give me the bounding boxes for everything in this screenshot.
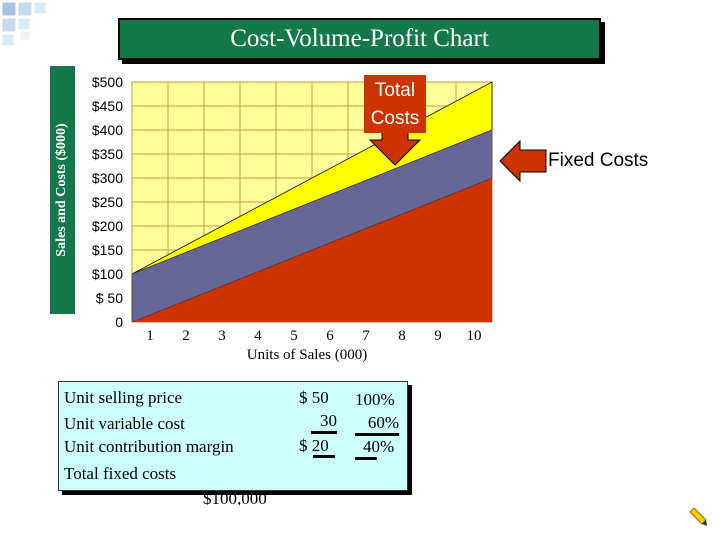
info-pct-contribution-margin: 40%: [363, 437, 395, 456]
y-tick-label: 0: [115, 314, 123, 330]
corner-decoration: [1, 1, 47, 47]
x-tick-label: 7: [362, 328, 370, 344]
info-pct-variable-cost: 60%: [355, 413, 399, 436]
info-label-contribution-margin: Unit contribution margin: [64, 437, 234, 456]
y-tick-label: $450: [92, 98, 123, 114]
fixed-costs-arrow: [499, 139, 547, 183]
chart-title: Cost-Volume-Profit Chart: [118, 18, 601, 60]
y-tick-label: $250: [92, 194, 123, 210]
x-tick-label: 4: [254, 328, 262, 344]
x-axis-label: Units of Sales (000): [247, 347, 367, 363]
fixed-costs-band: [131, 129, 493, 323]
info-pct-selling-price: 100%: [355, 390, 395, 409]
fixed-costs-amount: $100,000: [203, 489, 267, 505]
x-tick-label: 10: [467, 328, 482, 344]
info-label-selling-price: Unit selling price: [64, 388, 183, 407]
info-amount-contribution-margin: $ 20: [299, 436, 329, 458]
info-amount-underline: [313, 455, 335, 458]
pencil-icon: [689, 507, 707, 526]
y-axis-label-box: [50, 66, 75, 314]
total-costs-arrow: [368, 131, 422, 166]
info-pct-underline: [355, 457, 377, 460]
info-label-fixed-costs: Total fixed costs: [64, 464, 177, 483]
x-tick-label: 1: [146, 328, 154, 344]
y-tick-label: $300: [92, 170, 123, 186]
info-amount-variable-cost: 30: [311, 411, 337, 434]
y-tick-label: $500: [92, 74, 123, 90]
y-tick-label: $200: [92, 218, 123, 234]
x-tick-label: 8: [398, 328, 406, 344]
total-costs-callout: Total Costs: [364, 75, 426, 133]
x-tick-label: 5: [290, 328, 298, 344]
x-tick-label: 2: [182, 328, 190, 344]
fixed-costs-callout: Fixed Costs: [548, 150, 649, 171]
y-tick-label: $100: [92, 266, 123, 282]
x-tick-label: 6: [326, 328, 334, 344]
y-tick-label: $400: [92, 122, 123, 138]
info-amount-contribution-margin-text: $ 20: [299, 436, 329, 455]
info-label-variable-cost: Unit variable cost: [64, 414, 185, 433]
x-tick-label: 9: [434, 328, 442, 344]
y-tick-label: $ 50: [96, 290, 123, 306]
total-costs-callout-text: Total Costs: [370, 80, 420, 129]
info-box: Unit selling price Unit variable cost Un…: [58, 381, 408, 491]
y-tick-label: $350: [92, 146, 123, 162]
y-tick-label: $150: [92, 242, 123, 258]
x-tick-label: 3: [218, 328, 226, 344]
info-amount-selling-price: $ 50: [299, 388, 329, 407]
